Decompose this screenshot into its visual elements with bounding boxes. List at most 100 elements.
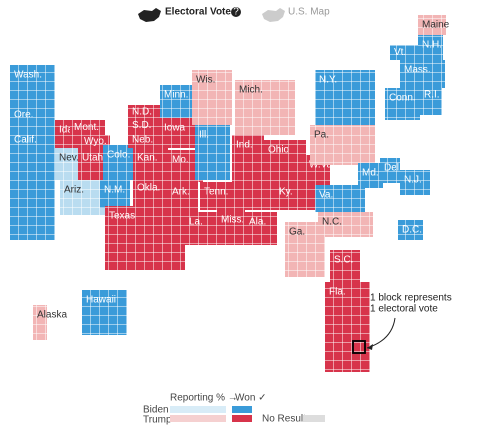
state-label: Kan.	[137, 153, 158, 164]
state-label: Utah	[82, 153, 103, 164]
state-grid	[55, 148, 80, 180]
state-label: S.D.	[132, 120, 151, 131]
state-label: Vt.	[394, 47, 406, 58]
state-grid	[264, 140, 306, 185]
state-grid	[195, 125, 230, 180]
state-label: Ind.	[236, 140, 253, 151]
legend-biden-reporting	[170, 406, 226, 413]
state-grid	[318, 212, 373, 237]
state-label: N.J.	[404, 175, 422, 186]
help-icon[interactable]	[231, 7, 241, 17]
state-label: Ark.	[172, 187, 190, 198]
state-grid	[390, 45, 418, 60]
state-label: Wyo.	[84, 136, 107, 147]
state-grid	[315, 70, 375, 125]
legend-won: Won ✓	[235, 393, 267, 404]
state-grid	[310, 125, 375, 165]
state-label: Maine	[422, 20, 450, 31]
state-label: Okla.	[137, 183, 160, 194]
state-label: Minn.	[164, 90, 188, 101]
state-grid	[400, 60, 445, 88]
state-grid	[100, 180, 130, 208]
state-label: Wash.	[14, 70, 42, 81]
state-grid	[33, 305, 47, 340]
state-label: N.D.	[132, 107, 152, 118]
state-label: Nev.	[59, 153, 79, 164]
annotation-line: 1 block represents	[370, 293, 452, 304]
annotation: 1 block represents 1 electoral vote	[352, 293, 452, 354]
state-label: Wis.	[196, 75, 215, 86]
legend: Reporting % → Won ✓ Biden Trump No Resul…	[143, 393, 325, 426]
legend-trump-reporting	[170, 415, 226, 422]
state-label: Va.	[319, 190, 333, 201]
state-grid	[133, 148, 168, 178]
help-text[interactable]: ?	[233, 7, 239, 18]
state-grid	[185, 212, 217, 245]
state-label: Ore.	[14, 110, 33, 121]
state-grid	[217, 210, 245, 245]
arrow	[366, 317, 396, 349]
state-grid	[315, 185, 365, 212]
states: Wash.Ore.Calif.Nev.IdahoMont.Wyo.UtahAri…	[10, 15, 450, 372]
state-grid	[133, 178, 170, 206]
state-grid	[10, 105, 55, 130]
state-grid	[235, 80, 295, 135]
state-grid	[10, 130, 55, 240]
state-grid	[330, 250, 360, 282]
state-label: Mont.	[74, 122, 99, 133]
state-label: Texas	[109, 211, 135, 222]
state-grid	[398, 220, 423, 240]
us-map-icon[interactable]	[262, 8, 285, 22]
state-label: Mass.	[404, 65, 431, 76]
state-label: Ariz.	[64, 185, 84, 196]
state-label: Neb.	[132, 135, 153, 146]
state-label: S.C.	[334, 255, 353, 266]
state-grid	[128, 132, 163, 148]
map-icon[interactable]	[138, 8, 161, 22]
state-label: Alaska	[37, 310, 67, 321]
state-grid	[70, 120, 105, 135]
state-label: Fla.	[329, 287, 346, 298]
state-label: Hawaii	[86, 295, 116, 306]
legend-trump: Trump	[143, 415, 172, 426]
state-grid	[168, 182, 198, 212]
state-grid	[192, 70, 232, 125]
state-label: Mo.	[172, 155, 189, 166]
legend-reporting: Reporting % →	[170, 393, 238, 404]
state-label: N.C.	[322, 217, 342, 228]
arrow-head	[367, 344, 373, 350]
legend-no-results: No Results	[262, 414, 311, 425]
annotation-line: 1 electoral vote	[370, 304, 438, 315]
state-label: W.Va.	[309, 160, 335, 171]
state-grid	[358, 163, 383, 188]
block-highlight	[352, 340, 366, 354]
state-label: N.Y.	[319, 75, 337, 86]
tab-electoral[interactable]: Electoral Votes	[165, 7, 237, 18]
state-label: Conn.	[389, 93, 416, 104]
state-grid	[418, 35, 443, 60]
state-grid	[275, 182, 315, 210]
state-label: Miss.	[221, 215, 244, 226]
legend-biden: Biden	[143, 405, 169, 416]
state-label: Calif.	[14, 135, 37, 146]
header: Electoral Votes ? U.S. Map	[138, 7, 330, 22]
tab-us-map[interactable]: U.S. Map	[288, 7, 330, 18]
state-grid	[385, 88, 420, 120]
state-label: Pa.	[314, 130, 329, 141]
state-label: Ga.	[289, 227, 305, 238]
state-label: R.I.	[424, 90, 440, 101]
state-grid	[400, 170, 430, 195]
state-label: Ohio	[268, 145, 290, 156]
state-label: Mich.	[239, 85, 263, 96]
state-label: N.H.	[422, 40, 442, 51]
legend-trump-won	[232, 415, 252, 422]
state-grid	[160, 118, 195, 148]
state-label: Del.	[384, 163, 402, 174]
state-grid	[325, 282, 370, 372]
state-grid	[80, 135, 110, 148]
legend-no-results-swatch	[303, 415, 325, 422]
state-grid	[420, 85, 442, 115]
state-label: Tenn.	[204, 187, 228, 198]
state-label: Ala.	[249, 217, 266, 228]
